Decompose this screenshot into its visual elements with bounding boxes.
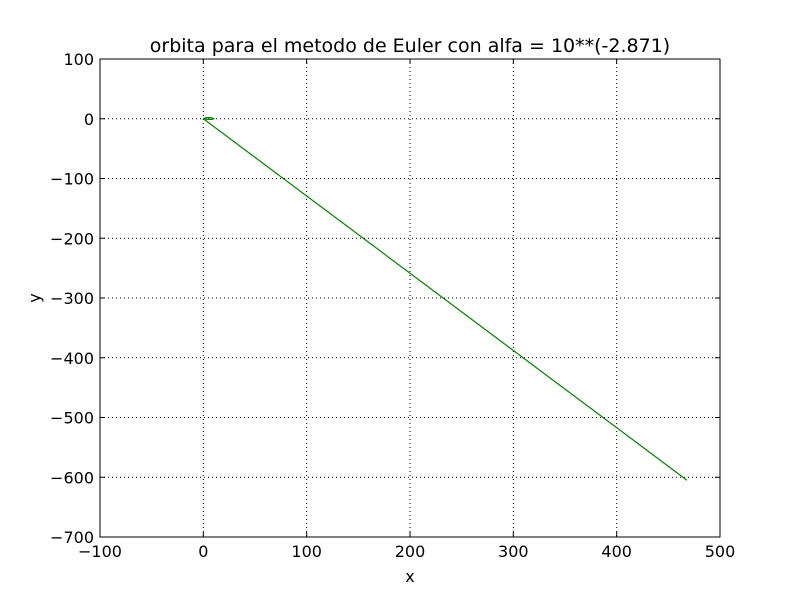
y-tick-label: 100: [63, 50, 94, 69]
x-tick-labels: −100 0 100 200 300 400 500: [78, 542, 735, 561]
chart-title: orbita para el metodo de Euler con alfa …: [150, 35, 670, 57]
y-tick-label: −100: [50, 170, 94, 189]
grid-lines: [99, 58, 721, 538]
x-tick-label: 100: [291, 542, 322, 561]
y-tick-label: −500: [50, 409, 94, 428]
y-tick-label: −400: [50, 349, 94, 368]
y-tick-label: −600: [50, 468, 94, 487]
y-tick-label: 0: [84, 110, 94, 129]
y-tick-label: −700: [50, 528, 94, 547]
x-tick-label: 300: [498, 542, 529, 561]
x-tick-label: 0: [198, 542, 208, 561]
x-tick-label: −100: [78, 542, 122, 561]
x-tick-label: 500: [705, 542, 736, 561]
y-tick-label: −200: [50, 229, 94, 248]
y-tick-label: −300: [50, 289, 94, 308]
ticks: [99, 58, 721, 538]
y-axis-label: y: [25, 293, 44, 302]
x-axis-label: x: [405, 567, 414, 586]
series-line: [202, 116, 688, 481]
y-tick-labels: 100 0 −100 −200 −300 −400 −500 −600 −700: [50, 50, 94, 547]
series-layer: [202, 116, 688, 481]
x-tick-label: 200: [395, 542, 426, 561]
x-tick-label: 400: [601, 542, 632, 561]
